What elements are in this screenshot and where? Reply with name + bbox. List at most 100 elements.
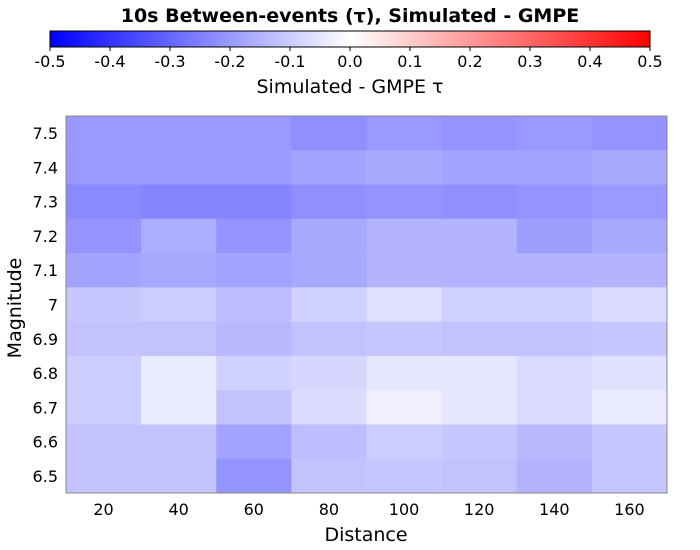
heatmap-cell [591, 116, 668, 151]
heatmap-cell [516, 253, 593, 288]
y-tick-label: 7.2 [33, 227, 58, 246]
colorbar [49, 30, 651, 48]
heatmap-cell [441, 458, 518, 494]
heatmap-cell [516, 287, 593, 323]
heatmap-cell [216, 150, 292, 186]
heatmap-cell [66, 355, 142, 391]
colorbar-tick-label: 0.2 [457, 52, 482, 71]
heatmap-cell [441, 355, 518, 391]
heatmap-cell [366, 218, 443, 254]
y-tick-label: 7.5 [33, 124, 58, 143]
heatmap-cell [66, 116, 142, 151]
heatmap-cell [66, 458, 142, 494]
heatmap-cell [291, 184, 367, 220]
heatmap-cell [441, 287, 518, 323]
colorbar-tick-label: -0.1 [274, 52, 305, 71]
heatmap-cell [516, 458, 593, 494]
heatmap-cell [216, 390, 292, 425]
heatmap-cell [216, 424, 292, 460]
heatmap-cell [366, 355, 443, 391]
heatmap-cell [291, 218, 367, 254]
heatmap-cell [516, 355, 593, 391]
x-tick-label: 20 [93, 500, 113, 519]
heatmap-cell [141, 458, 217, 494]
heatmap-cell [216, 287, 292, 323]
y-axis-ticks: 7.5 7.4 7.3 7.2 7.1 7 6.9 6.8 6.7 6.6 6.5 [33, 124, 58, 486]
heatmap-cell [291, 390, 367, 425]
x-tick-label: 80 [319, 500, 339, 519]
heatmap-cell [591, 390, 668, 425]
heatmap-cell [66, 184, 142, 220]
heatmap-cell [366, 253, 443, 288]
heatmap-cell [291, 253, 367, 288]
y-tick-label: 7 [48, 296, 58, 315]
colorbar-ticks: -0.5 -0.4 -0.3 -0.2 -0.1 0.0 0.1 0.2 0.3 0.4 0.5 [34, 47, 663, 71]
heatmap-cell [216, 458, 292, 494]
heatmap-cell [441, 150, 518, 186]
y-tick-label: 6.5 [33, 467, 58, 486]
heatmap-cell [291, 424, 367, 460]
heatmap-cell [591, 184, 668, 220]
heatmap-cell [516, 390, 593, 425]
heatmap-cell [66, 253, 142, 288]
x-tick-label: 160 [614, 500, 645, 519]
colorbar-tick-label: -0.2 [214, 52, 245, 71]
heatmap-cell [66, 321, 142, 357]
heatmap-cell [216, 116, 292, 151]
heatmap-cell [141, 253, 217, 288]
x-tick-label: 100 [389, 500, 420, 519]
heatmap-cell [516, 150, 593, 186]
heatmap-cell [291, 355, 367, 391]
heatmap-cell [66, 218, 142, 254]
colorbar-tick-label: -0.5 [34, 52, 65, 71]
heatmap-cell [516, 116, 593, 151]
heatmap-cell [516, 424, 593, 460]
x-tick-label: 120 [464, 500, 495, 519]
y-tick-label: 6.8 [33, 364, 58, 383]
heatmap-cell [591, 218, 668, 254]
heatmap-cell [366, 390, 443, 425]
colorbar-tick-label: 0.1 [397, 52, 422, 71]
heatmap-cell [291, 116, 367, 151]
heatmap-cell [66, 390, 142, 425]
heatmap-cell [66, 424, 142, 460]
heatmap-cell [291, 458, 367, 494]
y-axis-label: Magnitude [4, 258, 26, 359]
heatmap-cell [66, 150, 142, 186]
heatmap-cell [141, 184, 217, 220]
heatmap-cell [216, 184, 292, 220]
x-axis-ticks: 20 40 60 80 100 120 140 160 [93, 500, 644, 519]
colorbar-tick-label: 0.3 [517, 52, 542, 71]
heatmap-cell [216, 355, 292, 391]
heatmap-cell [366, 184, 443, 220]
colorbar-tick-label: 0.4 [577, 52, 602, 71]
heatmap-cell [366, 150, 443, 186]
colorbar-tick-label: -0.3 [154, 52, 185, 71]
heatmap-cell [291, 287, 367, 323]
heatmap-cell [441, 390, 518, 425]
heatmap-cell [441, 253, 518, 288]
heatmap-cell [66, 287, 142, 323]
heatmap-cell [441, 184, 518, 220]
heatmap-cell [216, 218, 292, 254]
heatmap-cell [366, 116, 443, 151]
heatmap-cell [441, 321, 518, 357]
heatmap-cell [366, 458, 443, 494]
heatmap-cell [141, 321, 217, 357]
heatmap-cell [141, 424, 217, 460]
colorbar-tick-label: 0.0 [337, 52, 362, 71]
y-tick-label: 6.9 [33, 330, 58, 349]
y-tick-label: 6.7 [33, 398, 58, 417]
heatmap-cell [591, 424, 668, 460]
plot-frame [65, 115, 668, 494]
x-tick-label: 40 [169, 500, 189, 519]
heatmap-cell [591, 458, 668, 494]
chart-title: 10s Between-events (τ), Simulated - GMPE [121, 5, 580, 27]
heatmap-cell [516, 218, 593, 254]
heatmap-cell [216, 253, 292, 288]
y-tick-label: 7.3 [33, 193, 58, 212]
heatmap-cell [591, 253, 668, 288]
heatmap-cell [591, 150, 668, 186]
heatmap-cell [141, 355, 217, 391]
